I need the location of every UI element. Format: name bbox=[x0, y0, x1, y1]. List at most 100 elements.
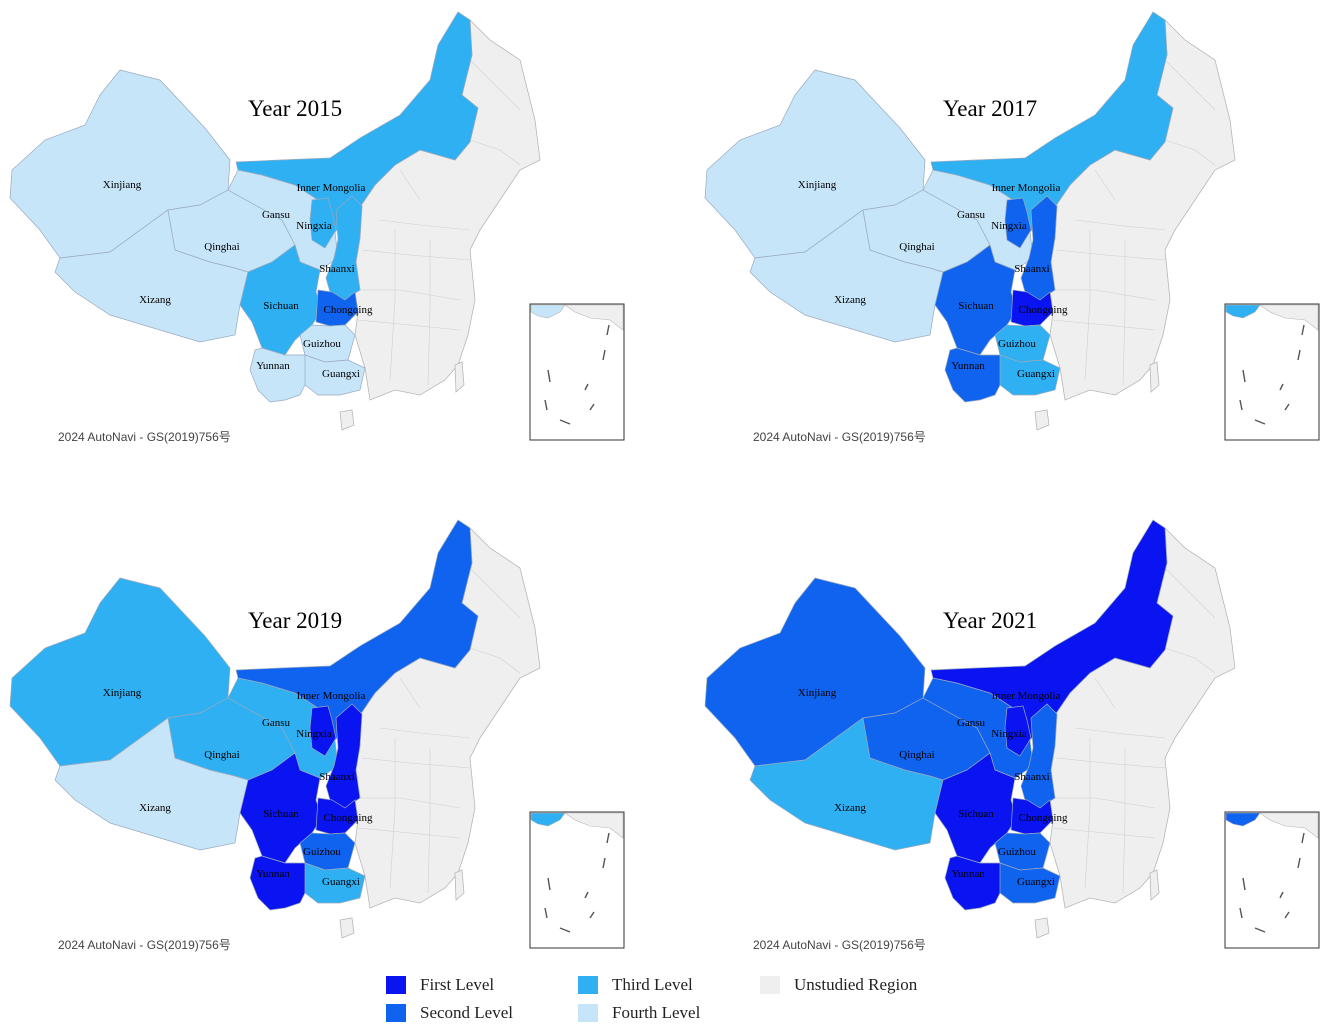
province-label-chongqing: Chongqing bbox=[1019, 304, 1068, 316]
legend-swatch bbox=[386, 976, 406, 994]
map-panel-2015: Xinjiang Xizang Qinghai Gansu Ningxia Inner M… bbox=[0, 0, 640, 470]
province-label-qinghai: Qinghai bbox=[204, 241, 239, 253]
legend-item-third: Third Level bbox=[578, 974, 693, 996]
province-border bbox=[399, 677, 421, 709]
province-label-qinghai: Qinghai bbox=[899, 241, 934, 253]
province-border bbox=[427, 748, 431, 894]
legend-label: Fourth Level bbox=[612, 1003, 701, 1022]
map-credit: 2024 AutoNavi - GS(2019)756号 bbox=[58, 430, 231, 444]
legend-item-unstudied: Unstudied Region bbox=[760, 974, 917, 996]
province-border bbox=[1074, 219, 1166, 231]
province-guangxi bbox=[999, 354, 1061, 396]
province-border bbox=[1084, 230, 1091, 381]
province-chongqing bbox=[1010, 797, 1054, 835]
province-label-guangxi: Guangxi bbox=[1017, 368, 1055, 380]
province-label-xinjiang: Xinjiang bbox=[103, 687, 142, 699]
island bbox=[454, 869, 465, 901]
province-label-guangxi: Guangxi bbox=[1017, 876, 1055, 888]
china-map: Xinjiang Xizang Qinghai Gansu Ningxia Inner M… bbox=[704, 519, 1320, 949]
province-label-sichuan: Sichuan bbox=[263, 300, 299, 312]
province-border bbox=[427, 240, 431, 386]
province-ningxia bbox=[1004, 197, 1032, 249]
legend-label: First Level bbox=[420, 975, 495, 994]
province-label-sichuan: Sichuan bbox=[958, 300, 994, 312]
province-label-yunnan: Yunnan bbox=[951, 360, 985, 372]
province-border bbox=[379, 727, 471, 739]
panel-title: Year 2019 bbox=[248, 608, 343, 633]
china-map: Xinjiang Xizang Qinghai Gansu Ningxia Inner M… bbox=[9, 11, 625, 441]
province-label-xizang: Xizang bbox=[139, 802, 171, 814]
province-ningxia bbox=[309, 705, 337, 757]
province-chongqing bbox=[1010, 289, 1054, 327]
province-border bbox=[357, 827, 461, 839]
map-credit: 2024 AutoNavi - GS(2019)756号 bbox=[753, 430, 926, 444]
island bbox=[1149, 361, 1160, 393]
province-label-guangxi: Guangxi bbox=[322, 876, 360, 888]
province-border bbox=[1164, 647, 1216, 674]
south-china-sea-inset bbox=[529, 811, 625, 949]
province-border bbox=[1084, 738, 1091, 889]
province-label-ningxia: Ningxia bbox=[296, 728, 332, 740]
province-label-xinjiang: Xinjiang bbox=[103, 179, 142, 191]
province-label-chongqing: Chongqing bbox=[324, 812, 373, 824]
province-border bbox=[1122, 240, 1126, 386]
province-label-guangxi: Guangxi bbox=[322, 368, 360, 380]
panel-title: Year 2021 bbox=[943, 608, 1038, 633]
province-label-chongqing: Chongqing bbox=[1019, 812, 1068, 824]
province-border bbox=[1055, 289, 1156, 301]
province-label-shaanxi: Shaanxi bbox=[1014, 263, 1049, 275]
island bbox=[1034, 917, 1050, 939]
province-label-yunnan: Yunnan bbox=[256, 360, 290, 372]
panel-title: Year 2015 bbox=[248, 96, 343, 121]
province-border bbox=[469, 139, 521, 166]
province-border bbox=[1056, 757, 1166, 769]
island bbox=[339, 917, 355, 939]
china-map: Xinjiang Xizang Qinghai Gansu Ningxia Inner M… bbox=[9, 519, 625, 949]
province-border bbox=[357, 319, 461, 331]
province-ningxia bbox=[309, 197, 337, 249]
panel-title: Year 2017 bbox=[943, 96, 1038, 121]
province-yunnan bbox=[944, 855, 1006, 911]
province-label-inner-mongolia: Inner Mongolia bbox=[297, 690, 366, 702]
province-border bbox=[360, 289, 461, 301]
province-label-ningxia: Ningxia bbox=[991, 220, 1027, 232]
province-label-xizang: Xizang bbox=[139, 294, 171, 306]
province-border bbox=[399, 169, 421, 201]
legend-label: Third Level bbox=[612, 975, 693, 994]
province-label-guizhou: Guizhou bbox=[998, 846, 1036, 858]
legend-label: Unstudied Region bbox=[794, 975, 918, 994]
province-label-xinjiang: Xinjiang bbox=[798, 179, 837, 191]
province-border bbox=[1074, 727, 1166, 739]
province-chongqing bbox=[315, 289, 359, 327]
legend-swatch bbox=[386, 1004, 406, 1022]
province-label-shaanxi: Shaanxi bbox=[319, 263, 354, 275]
province-yunnan bbox=[249, 855, 311, 911]
province-guangxi bbox=[304, 354, 366, 396]
province-border bbox=[1164, 139, 1216, 166]
province-border bbox=[361, 757, 471, 769]
province-label-xinjiang: Xinjiang bbox=[798, 687, 837, 699]
island bbox=[454, 361, 465, 393]
province-yunnan bbox=[249, 347, 311, 403]
province-border bbox=[1164, 567, 1216, 619]
province-label-xizang: Xizang bbox=[834, 294, 866, 306]
south-china-sea-inset bbox=[529, 303, 625, 441]
province-label-gansu: Gansu bbox=[957, 209, 986, 221]
province-guangxi bbox=[999, 862, 1061, 904]
province-label-shaanxi: Shaanxi bbox=[319, 771, 354, 783]
map-legend: First Level Second Level Third Level Fou… bbox=[380, 972, 980, 1022]
legend-label: Second Level bbox=[420, 1003, 513, 1022]
province-label-gansu: Gansu bbox=[957, 717, 986, 729]
province-label-yunnan: Yunnan bbox=[951, 868, 985, 880]
province-label-guizhou: Guizhou bbox=[303, 338, 341, 350]
legend-swatch bbox=[578, 976, 598, 994]
map-credit: 2024 AutoNavi - GS(2019)756号 bbox=[753, 938, 926, 952]
province-label-inner-mongolia: Inner Mongolia bbox=[992, 690, 1061, 702]
province-border bbox=[469, 647, 521, 674]
province-label-sichuan: Sichuan bbox=[263, 808, 299, 820]
legend-item-second: Second Level bbox=[386, 1002, 513, 1024]
province-border bbox=[469, 567, 521, 619]
province-chongqing bbox=[315, 797, 359, 835]
province-label-yunnan: Yunnan bbox=[256, 868, 290, 880]
province-label-ningxia: Ningxia bbox=[991, 728, 1027, 740]
